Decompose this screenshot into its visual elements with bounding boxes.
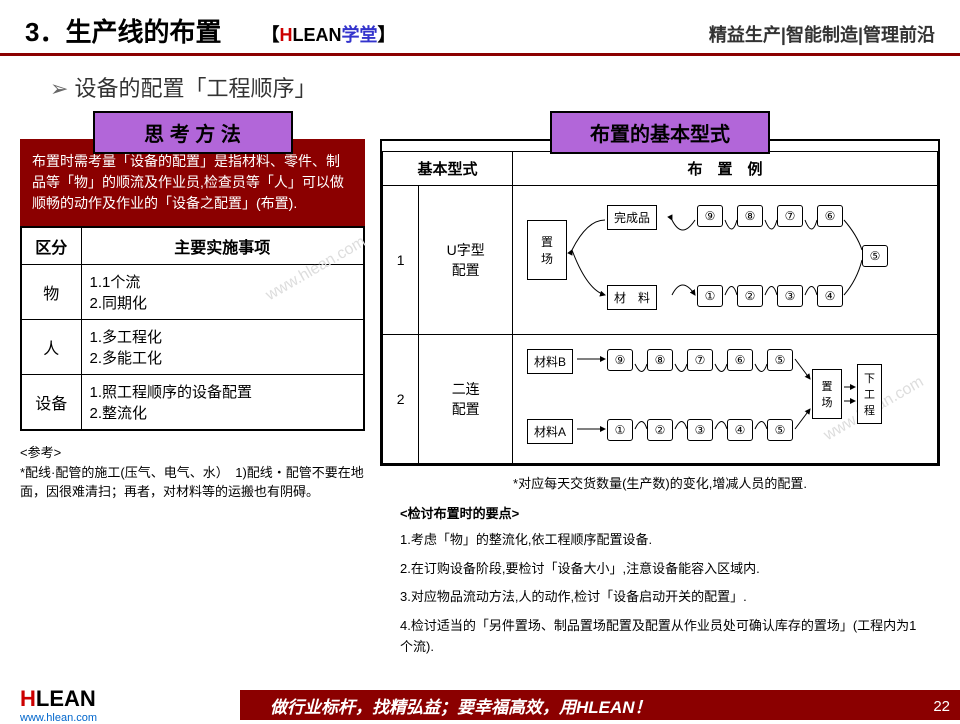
point-3: 3.对应物品流动方法,人的动作,检讨「设备启动开关的配置」. (400, 587, 920, 608)
tagline: 精益生产|智能制造|管理前沿 (709, 21, 935, 47)
header: 3．生产线的布置 【HLEAN学堂】 精益生产|智能制造|管理前沿 (0, 0, 960, 56)
subtitle: 设备的配置「工程顺序」 (0, 56, 960, 111)
u-layout-diagram: 置 场 完成品 ⑨ ⑧ ⑦ ⑥ ⑤ 材 料 ① ② ③ ④ (517, 190, 933, 330)
footer-brand: HLEAN (20, 686, 96, 712)
dual-layout-diagram: 材料B ⑨ ⑧ ⑦ ⑥ ⑤ 置 场 下 工 程 材料A ① ② ③ (517, 339, 933, 459)
footer-url: www.hlean.com (20, 712, 97, 724)
footer: HLEAN www.hlean.com 做行业标杆，找精弘益；要幸福高效，用HL… (0, 670, 960, 720)
left-panel: 思 考 方 法 布置时需考量「设备的配置」是指材料、零件、制品等「物」的顺流及作… (20, 111, 365, 666)
page-number: 22 (933, 698, 950, 715)
points-title: <检讨布置时的要点> (400, 503, 920, 522)
page-title: 3．生产线的布置 (25, 12, 221, 49)
point-4: 4.检讨适当的「另件置场、制品置场配置及配置从作业员处可确认库存的置场」(工程内… (400, 616, 920, 658)
note-config: *对应每天交货数量(生产数)的变化,增减人员的配置. (400, 474, 920, 495)
items-table: 区分主要实施事项 物1.1个流 2.同期化 人1.多工程化 2.多能工化 设备1… (20, 226, 365, 431)
point-2: 2.在订购设备阶段,要检讨「设备大小」,注意设备能容入区域内. (400, 559, 920, 580)
footer-slogan: 做行业标杆，找精弘益；要幸福高效，用HLEAN！ (240, 690, 960, 720)
right-panel: 布置的基本型式 基本型式布 置 例 1 U字型 配置 置 场 完成品 ⑨ ⑧ ⑦… (380, 111, 940, 666)
point-1: 1.考虑「物」的整流化,依工程顺序配置设备. (400, 530, 920, 551)
thinking-title: 思 考 方 法 (93, 111, 293, 154)
brand: 【HLEAN学堂】 (261, 21, 395, 47)
layout-table: 基本型式布 置 例 1 U字型 配置 置 场 完成品 ⑨ ⑧ ⑦ ⑥ ⑤ (382, 151, 938, 464)
reference: <参考> *配线·配管的施工(压气、电气、水） 1)配线・配管不要在地面，因很难… (20, 443, 365, 502)
layout-title: 布置的基本型式 (550, 111, 770, 154)
